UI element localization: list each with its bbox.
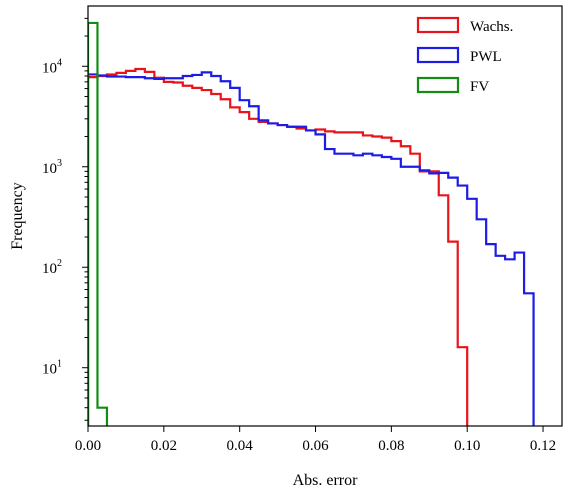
legend-swatch <box>416 16 460 34</box>
series-wachs-step <box>88 67 469 426</box>
legend-label: Wachs. <box>470 19 513 35</box>
x-tick-label: 0.08 <box>378 438 404 454</box>
legend-label: PWL <box>470 49 502 65</box>
x-tick-label: 0.02 <box>151 438 177 454</box>
y-tick-label: 102 <box>42 258 62 277</box>
x-tick-label: 0.04 <box>227 438 254 454</box>
y-tick-label: 104 <box>42 57 62 76</box>
y-tick-label: 103 <box>42 158 62 177</box>
legend: Wachs. PWL FV <box>416 16 513 95</box>
legend-label: FV <box>470 79 489 95</box>
legend-swatch <box>416 76 460 94</box>
x-tick-label: 0.06 <box>302 438 329 454</box>
series-pwl-step <box>88 71 535 426</box>
x-tick-label: 0.10 <box>454 438 480 454</box>
y-tick-label: 101 <box>42 359 62 378</box>
x-tick-label: 0.12 <box>530 438 556 454</box>
x-axis-label: Abs. error <box>293 472 359 489</box>
plot-frame <box>87 5 563 427</box>
x-axis: 0.00 0.02 0.04 0.06 0.08 0.10 0.12 <box>75 426 556 454</box>
y-axis-label: Frequency <box>9 182 26 250</box>
y-axis: 101 102 103 104 <box>42 17 88 421</box>
series-layer <box>88 21 535 426</box>
x-tick-label: 0.00 <box>75 438 101 454</box>
legend-swatch <box>416 46 460 64</box>
series-fv-step <box>88 21 109 426</box>
